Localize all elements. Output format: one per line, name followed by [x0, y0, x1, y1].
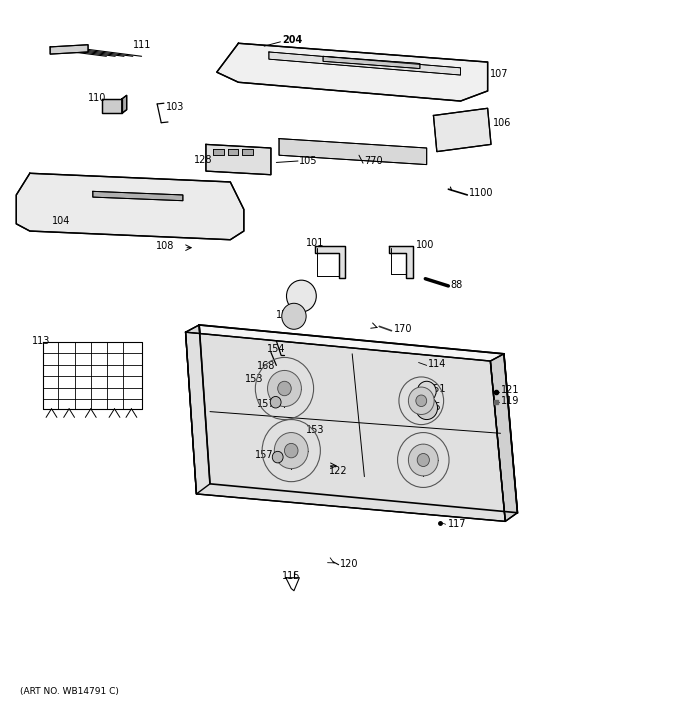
Polygon shape [213, 149, 224, 155]
Polygon shape [269, 52, 460, 75]
Text: 121: 121 [500, 385, 519, 395]
Circle shape [267, 370, 301, 407]
Circle shape [418, 381, 436, 402]
Polygon shape [101, 99, 122, 113]
Circle shape [270, 397, 281, 408]
Polygon shape [92, 191, 183, 201]
Circle shape [416, 397, 437, 420]
Circle shape [409, 387, 434, 415]
Polygon shape [50, 45, 88, 54]
Text: 120: 120 [340, 559, 358, 569]
Polygon shape [390, 246, 413, 278]
Polygon shape [122, 95, 126, 113]
Polygon shape [433, 108, 491, 152]
Text: 88: 88 [450, 280, 462, 289]
Text: 154: 154 [267, 344, 286, 355]
Text: (ART NO. WB14791 C): (ART NO. WB14791 C) [20, 687, 119, 696]
Text: 100: 100 [416, 241, 435, 251]
Polygon shape [315, 246, 345, 278]
Text: 157: 157 [255, 450, 273, 460]
Circle shape [274, 433, 308, 468]
Text: 770: 770 [364, 156, 383, 166]
Polygon shape [186, 325, 210, 494]
Text: 119: 119 [500, 397, 519, 407]
Circle shape [282, 303, 306, 329]
Text: 159: 159 [276, 310, 295, 320]
Circle shape [284, 444, 298, 457]
Text: 170: 170 [394, 324, 413, 334]
Polygon shape [186, 332, 505, 521]
Text: 151: 151 [428, 384, 447, 394]
Polygon shape [243, 149, 254, 155]
Text: 204: 204 [282, 36, 303, 46]
Circle shape [277, 381, 291, 396]
Text: 153: 153 [306, 426, 324, 436]
Text: 107: 107 [490, 69, 509, 78]
Text: 115: 115 [282, 571, 301, 581]
Text: 105: 105 [299, 156, 318, 166]
Text: 114: 114 [428, 359, 446, 369]
Text: 155: 155 [423, 402, 441, 412]
Text: 101: 101 [306, 238, 324, 248]
Text: 1100: 1100 [469, 188, 493, 199]
Text: 122: 122 [329, 466, 347, 476]
Circle shape [409, 444, 438, 476]
Circle shape [418, 454, 429, 466]
Text: 110: 110 [88, 94, 107, 103]
Text: 153: 153 [245, 374, 264, 384]
Polygon shape [199, 325, 517, 513]
Polygon shape [16, 173, 244, 240]
Text: 117: 117 [448, 519, 467, 529]
Text: 157: 157 [257, 399, 276, 410]
Text: 104: 104 [52, 216, 71, 226]
Polygon shape [323, 57, 420, 69]
Text: 111: 111 [133, 40, 152, 50]
Text: 150: 150 [288, 286, 307, 297]
Polygon shape [217, 44, 488, 101]
Polygon shape [206, 144, 271, 175]
Text: 103: 103 [166, 102, 184, 112]
Circle shape [416, 395, 426, 407]
Text: 113: 113 [32, 336, 50, 346]
Polygon shape [490, 354, 517, 521]
Text: 108: 108 [156, 241, 174, 252]
Text: 128: 128 [194, 155, 212, 165]
Circle shape [272, 452, 283, 463]
Text: 106: 106 [493, 117, 511, 128]
Polygon shape [279, 138, 426, 165]
Text: 168: 168 [257, 361, 276, 371]
Circle shape [286, 280, 316, 312]
Polygon shape [228, 149, 239, 155]
